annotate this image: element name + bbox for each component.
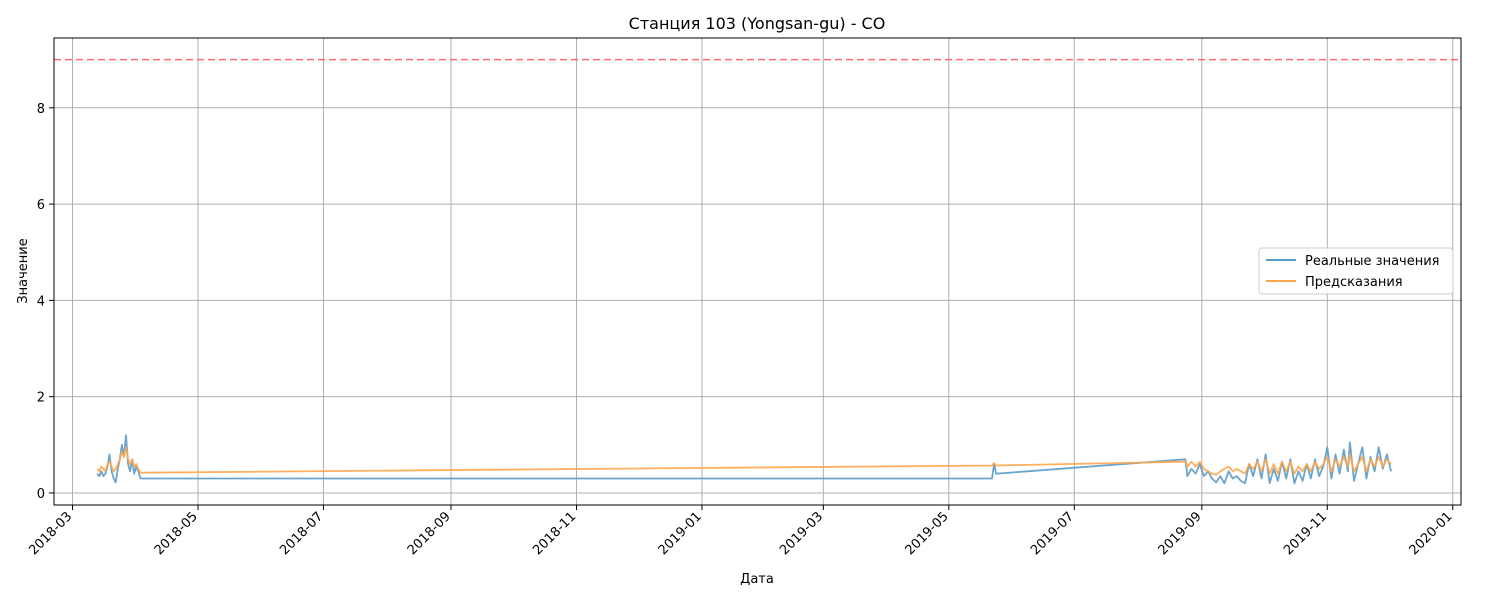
y-tick-label: 4 (37, 294, 45, 309)
y-tick-label: 6 (37, 198, 45, 213)
y-tick-label: 2 (37, 391, 45, 406)
series-layer (96, 434, 1392, 485)
legend-label-real: Реальные значения (1305, 254, 1440, 269)
legend-box (1258, 247, 1454, 295)
plot-frame (53, 37, 1462, 506)
y-axis-ticks: 0 2 4 6 8 (37, 102, 54, 502)
legend: Реальные значения Предсказания (1258, 247, 1454, 295)
y-tick-label: 0 (37, 487, 45, 502)
series-line-1 (96, 446, 1392, 476)
series-line-0 (96, 434, 1392, 485)
y-tick-label: 8 (37, 102, 45, 117)
chart-title: Станция 103 (Yongsan-gu) - CO (629, 14, 886, 33)
x-axis-title: Дата (740, 572, 774, 587)
y-axis-title: Значение (16, 238, 31, 303)
legend-label-predicted: Предсказания (1305, 275, 1403, 290)
